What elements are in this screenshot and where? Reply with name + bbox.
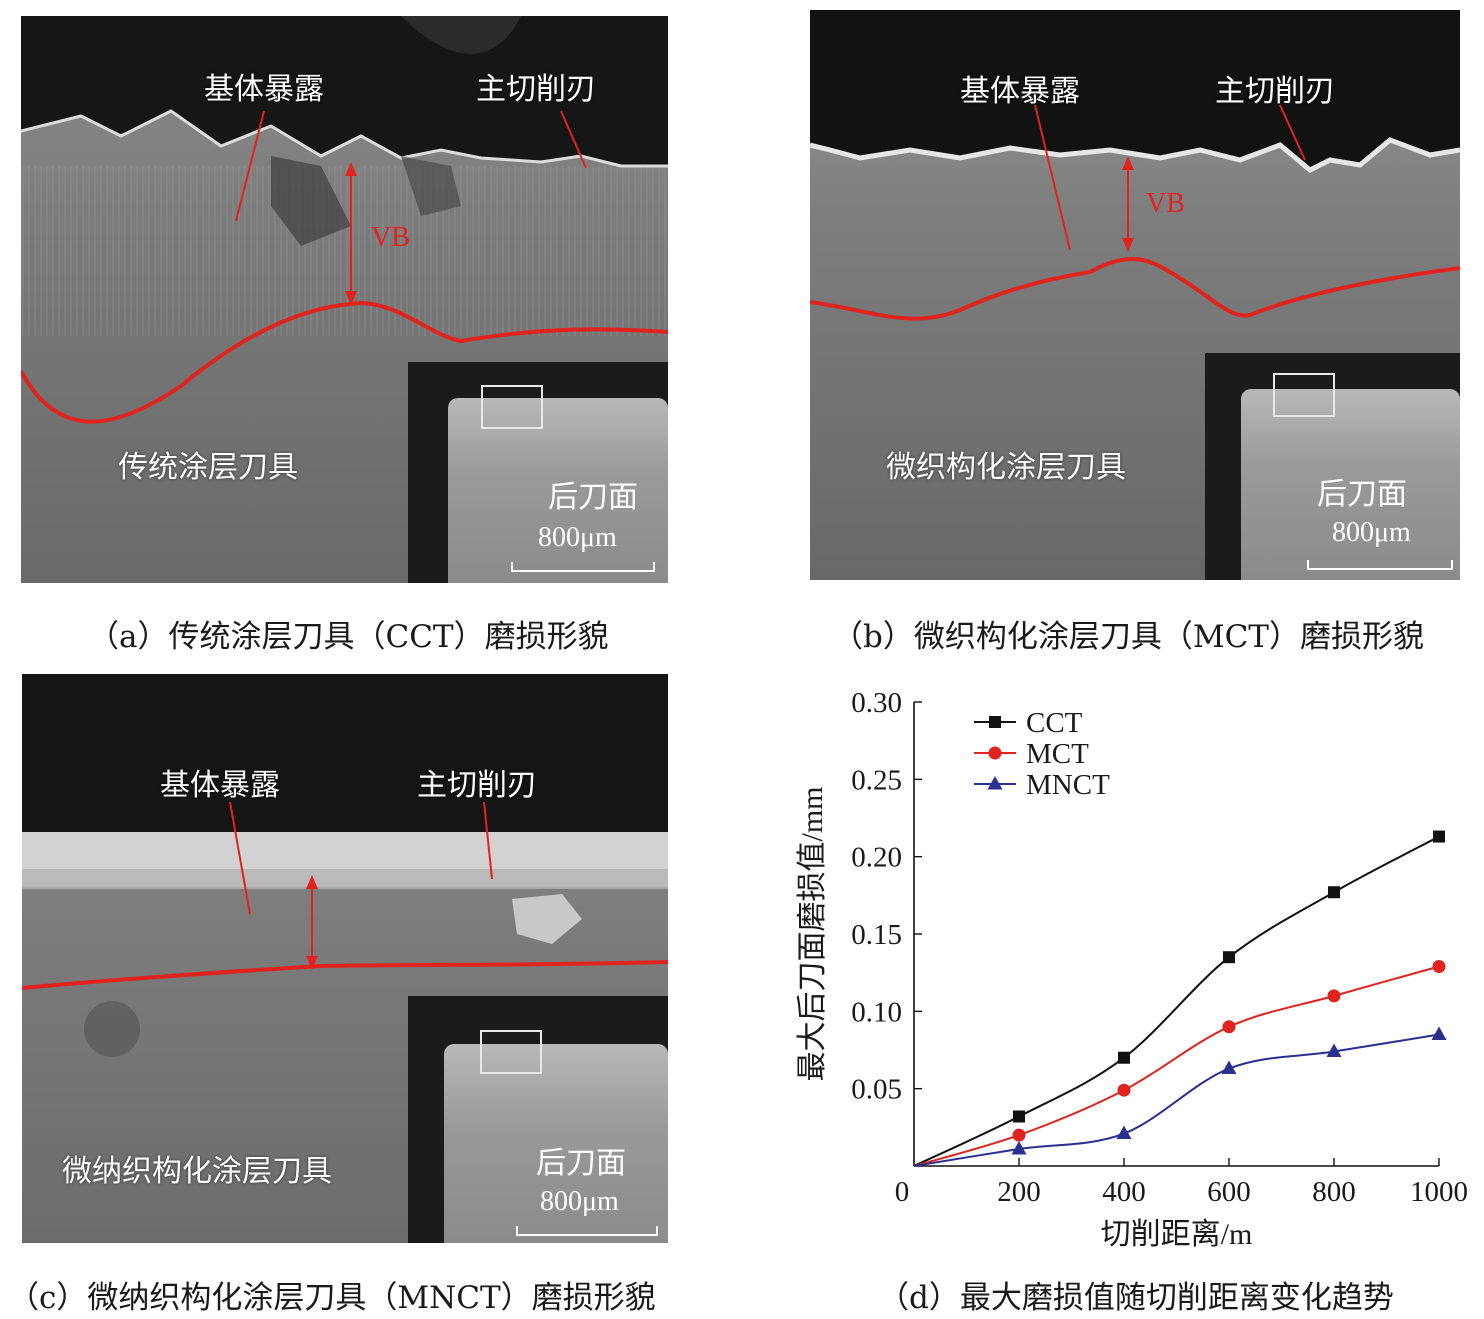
inset-zoom-box: [480, 1030, 542, 1074]
x-tick-label: 800: [1312, 1176, 1356, 1208]
inset-flank-overview: 后刀面 800μm: [408, 996, 668, 1243]
data-point-mct: [1327, 989, 1341, 1003]
scale-bar-label: 800μm: [540, 1186, 619, 1217]
scale-bar-label: 800μm: [538, 522, 617, 553]
x-tick-label: 400: [1102, 1176, 1146, 1208]
data-point-mnct: [1221, 1060, 1237, 1075]
caption-b: （b）微织构化涂层刀具（MCT）磨损形貌: [832, 619, 1424, 655]
data-point-cct: [1433, 830, 1445, 843]
y-tick-label: 0.25: [851, 764, 902, 796]
panel-b-micrograph: 基体暴露 主切削刃 VB 微织构化涂层刀具 后刀面 800μm: [810, 10, 1460, 580]
data-point-mct: [1222, 1020, 1236, 1034]
inset-flank-overview: 后刀面 800μm: [408, 362, 668, 583]
chart-series: [913, 830, 1447, 1167]
legend-marker-mnct: [987, 776, 1003, 790]
scale-bar: [1307, 560, 1453, 570]
y-tick-label: 0.20: [851, 842, 902, 874]
caption-c: （c）微纳织构化涂层刀具（MNCT）磨损形貌: [8, 1280, 656, 1316]
label-main-cutting-edge: 主切削刃: [417, 768, 537, 803]
inset-tool-body: [444, 1044, 668, 1243]
x-axis-title: 切削距离/m: [1101, 1218, 1253, 1251]
label-tool-type: 微织构化涂层刀具: [886, 450, 1126, 485]
data-point-cct: [1118, 1051, 1130, 1064]
inset-flank-overview: 后刀面 800μm: [1205, 353, 1460, 580]
x-tick-label: 200: [997, 1176, 1041, 1208]
y-tick-label: 0.10: [851, 996, 902, 1028]
label-main-cutting-edge: 主切削刃: [1215, 74, 1335, 109]
scale-bar: [516, 1226, 658, 1236]
legend-marker-mct: [988, 746, 1002, 760]
data-point-mnct: [1326, 1043, 1342, 1058]
label-tool-type: 传统涂层刀具: [118, 450, 298, 485]
panel-c-micrograph: 基体暴露 主切削刃 微纳织构化涂层刀具 后刀面 800μm: [22, 674, 668, 1243]
legend-label-mct: MCT: [1026, 738, 1089, 770]
legend-marker-cct: [989, 716, 1001, 728]
data-point-mnct: [1431, 1026, 1447, 1041]
legend-label-mnct: MNCT: [1026, 769, 1110, 801]
wear-chart: 0 200 400 600 800 1000 0.05 0.10 0.15 0.20 0.25 0.3…: [796, 687, 1468, 1251]
y-axis-title: 最大后刀面磨损值/mm: [796, 786, 829, 1081]
label-tool-type: 微纳织构化涂层刀具: [62, 1154, 332, 1189]
data-point-cct: [1013, 1110, 1025, 1123]
label-substrate-exposure: 基体暴露: [204, 72, 324, 107]
data-point-mnct: [1011, 1140, 1027, 1155]
series-line-mct: [913, 965, 1440, 1167]
panel-a-micrograph: 基体暴露 主切削刃 VB 传统涂层刀具 后刀面 800μm: [21, 16, 668, 583]
caption-d: （d）最大磨损值随切削距离变化趋势: [878, 1280, 1394, 1316]
y-tick-label: 0.05: [851, 1074, 902, 1106]
label-main-cutting-edge: 主切削刃: [476, 72, 596, 107]
data-point-mct: [1012, 1128, 1026, 1142]
y-tick-label: 0.30: [851, 687, 902, 719]
inset-zoom-box: [481, 385, 543, 429]
data-point-cct: [1223, 951, 1235, 964]
micrograph-a-image: [21, 16, 668, 583]
y-tick-label: 0.15: [851, 919, 902, 951]
label-substrate-exposure: 基体暴露: [160, 768, 280, 803]
chart-axes: 0 200 400 600 800 1000 0.05 0.10 0.15 0.20 0.25 0.3…: [796, 687, 1468, 1251]
inset-label-flank: 后刀面: [1317, 477, 1407, 512]
label-substrate-exposure: 基体暴露: [960, 74, 1080, 109]
inset-tool-body: [1241, 389, 1460, 580]
label-vb: VB: [371, 222, 410, 253]
x-tick-label: 1000: [1410, 1176, 1468, 1208]
data-point-mct: [1432, 959, 1446, 973]
inset-zoom-box: [1273, 373, 1335, 417]
data-point-mct: [1117, 1083, 1131, 1097]
scale-bar-label: 800μm: [1332, 517, 1411, 548]
inset-label-flank: 后刀面: [536, 1146, 626, 1181]
caption-a: （a）传统涂层刀具（CCT）磨损形貌: [88, 619, 609, 655]
scale-bar: [511, 562, 655, 572]
legend-label-cct: CCT: [1026, 707, 1083, 739]
series-line-mnct: [913, 1033, 1440, 1167]
x-tick-label: 600: [1207, 1176, 1251, 1208]
x-tick-label: 0: [895, 1176, 910, 1208]
inset-label-flank: 后刀面: [548, 480, 638, 515]
label-vb: VB: [1146, 188, 1185, 219]
series-line-cct: [913, 835, 1440, 1167]
data-point-mnct: [1116, 1125, 1132, 1140]
data-point-cct: [1328, 886, 1340, 899]
